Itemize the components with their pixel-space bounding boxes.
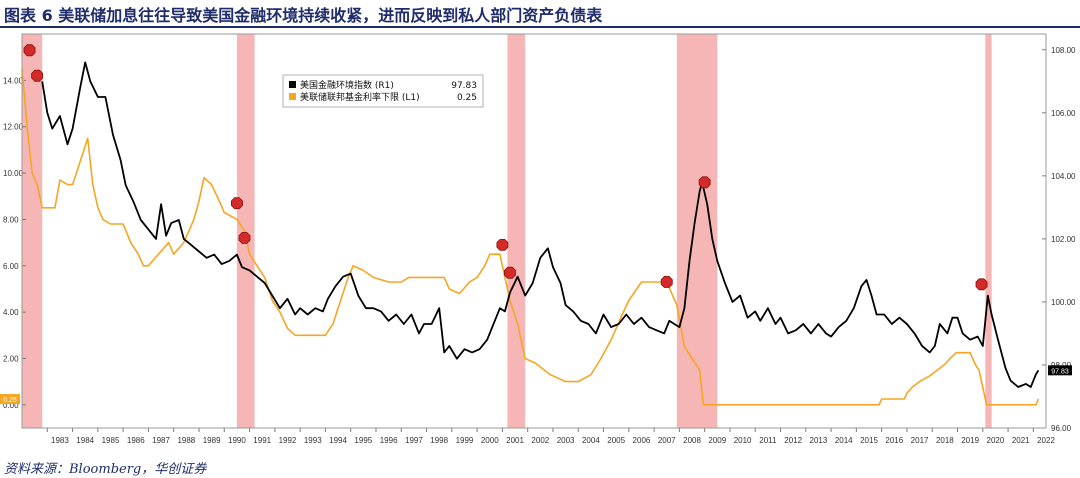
x-tick-label: 2008 bbox=[683, 436, 701, 445]
x-axis: 1983 1984 1985 1986 1987 1988 1989 1990 1991 1992… bbox=[46, 428, 1055, 445]
x-tick-label: 1993 bbox=[304, 436, 322, 445]
x-tick-label: 1988 bbox=[177, 436, 195, 445]
last-value-box bbox=[0, 394, 20, 405]
right-tick-label: 100.00 bbox=[1051, 298, 1076, 307]
x-tick-label: 2010 bbox=[734, 436, 752, 445]
x-tick-label: 2018 bbox=[936, 436, 954, 445]
x-tick-label: 2005 bbox=[607, 436, 625, 445]
rate-hike-marker bbox=[503, 266, 516, 279]
left-tick-label: 0.00 bbox=[3, 401, 19, 410]
x-tick-label: 2004 bbox=[582, 436, 600, 445]
x-tick-label: 2002 bbox=[531, 436, 549, 445]
x-tick-label: 1995 bbox=[354, 436, 372, 445]
last-value-label: 0.25 bbox=[3, 397, 17, 404]
x-tick-label: 2017 bbox=[911, 436, 929, 445]
rate-hike-marker bbox=[238, 231, 251, 244]
x-tick-label: 2011 bbox=[759, 436, 777, 445]
last-value-labels: 0.25 97.83 bbox=[0, 365, 1072, 405]
right-tick-label: 106.00 bbox=[1051, 109, 1076, 118]
x-tick-label: 1990 bbox=[228, 436, 246, 445]
x-tick-label: 2019 bbox=[961, 436, 979, 445]
fed-funds-line bbox=[21, 68, 1040, 406]
recession-band bbox=[985, 34, 992, 428]
rate-hike-marker bbox=[230, 197, 243, 210]
x-tick-label: 1994 bbox=[329, 436, 347, 445]
left-tick-label: 14.00 bbox=[3, 76, 24, 85]
x-tick-label: 2009 bbox=[708, 436, 726, 445]
x-tick-label: 2012 bbox=[784, 436, 802, 445]
left-tick-label: 8.00 bbox=[3, 215, 19, 224]
x-tick-label: 2006 bbox=[633, 436, 651, 445]
x-tick-label: 2014 bbox=[835, 436, 853, 445]
rate-hike-marker bbox=[23, 44, 36, 57]
left-tick-label: 4.00 bbox=[3, 308, 19, 317]
right-tick-label: 96.00 bbox=[1051, 424, 1072, 433]
recession-bands bbox=[22, 34, 992, 428]
x-tick-label: 2015 bbox=[860, 436, 878, 445]
x-tick-label: 2007 bbox=[658, 436, 676, 445]
x-tick-label: 1986 bbox=[127, 436, 145, 445]
left-tick-label: 2.00 bbox=[3, 354, 19, 363]
x-tick-label: 1992 bbox=[279, 436, 297, 445]
recession-band bbox=[507, 34, 526, 428]
right-tick-label: 104.00 bbox=[1051, 172, 1076, 181]
x-tick-label: 2021 bbox=[1012, 436, 1030, 445]
x-tick-label: 1989 bbox=[203, 436, 221, 445]
title-divider bbox=[0, 26, 1080, 28]
x-tick-label: 1991 bbox=[253, 436, 271, 445]
last-value-label: 97.83 bbox=[1051, 368, 1069, 375]
recession-band bbox=[236, 34, 255, 428]
left-axis: 0.00 2.00 4.00 6.00 8.00 10.00 12.00 14.00 bbox=[3, 76, 26, 410]
left-tick-label: 10.00 bbox=[3, 169, 24, 178]
x-tick-label: 2020 bbox=[987, 436, 1005, 445]
rate-hike-marker bbox=[698, 176, 711, 189]
plot-frame bbox=[21, 33, 1047, 429]
legend: 美国金融环境指数 (R1) 97.83 美联储联邦基金利率下限 (L1) 0.25 bbox=[282, 74, 484, 108]
x-tick-label: 2022 bbox=[1037, 436, 1055, 445]
legend-swatch bbox=[289, 93, 296, 100]
rate-hike-marker bbox=[496, 238, 509, 251]
x-tick-label: 1983 bbox=[51, 436, 69, 445]
x-tick-label: 2000 bbox=[481, 436, 499, 445]
series-lines bbox=[21, 61, 1040, 406]
x-tick-label: 1999 bbox=[456, 436, 474, 445]
legend-swatch bbox=[289, 81, 296, 88]
legend-label: 美联储联邦基金利率下限 (L1) bbox=[300, 91, 420, 103]
x-tick-label: 1987 bbox=[152, 436, 170, 445]
source-note: 资料来源：Bloomberg，华创证券 bbox=[4, 462, 207, 477]
legend-value: 0.25 bbox=[457, 93, 477, 103]
x-tick-label: 2016 bbox=[885, 436, 903, 445]
x-tick-label: 2001 bbox=[506, 436, 524, 445]
chart: 0.00 2.00 4.00 6.00 8.00 10.00 12.00 14.00 96.0… bbox=[0, 33, 1076, 445]
left-tick-label: 6.00 bbox=[3, 262, 19, 271]
last-value-box bbox=[1048, 365, 1072, 376]
hike-markers bbox=[23, 44, 988, 291]
x-tick-label: 1985 bbox=[102, 436, 120, 445]
x-tick-label: 2003 bbox=[557, 436, 575, 445]
x-tick-label: 2013 bbox=[810, 436, 828, 445]
left-tick-label: 12.00 bbox=[3, 123, 24, 132]
rate-hike-marker bbox=[31, 69, 44, 82]
legend-value: 97.83 bbox=[451, 81, 477, 91]
x-tick-label: 1996 bbox=[380, 436, 398, 445]
legend-box bbox=[282, 74, 484, 108]
figure-title: 图表 6 美联储加息往往导致美国金融环境持续收紧，进而反映到私人部门资产负债表 bbox=[4, 6, 603, 25]
right-tick-label: 102.00 bbox=[1051, 235, 1076, 244]
right-tick-label: 108.00 bbox=[1051, 46, 1076, 55]
recession-band bbox=[22, 34, 43, 428]
x-tick-label: 1997 bbox=[405, 436, 423, 445]
rate-hike-marker bbox=[660, 275, 673, 288]
rate-hike-marker bbox=[975, 278, 988, 291]
plot-background bbox=[22, 34, 1046, 428]
x-tick-label: 1998 bbox=[430, 436, 448, 445]
x-tick-label: 1984 bbox=[76, 436, 94, 445]
fci-index-line bbox=[41, 61, 1040, 388]
legend-label: 美国金融环境指数 (R1) bbox=[300, 79, 394, 91]
